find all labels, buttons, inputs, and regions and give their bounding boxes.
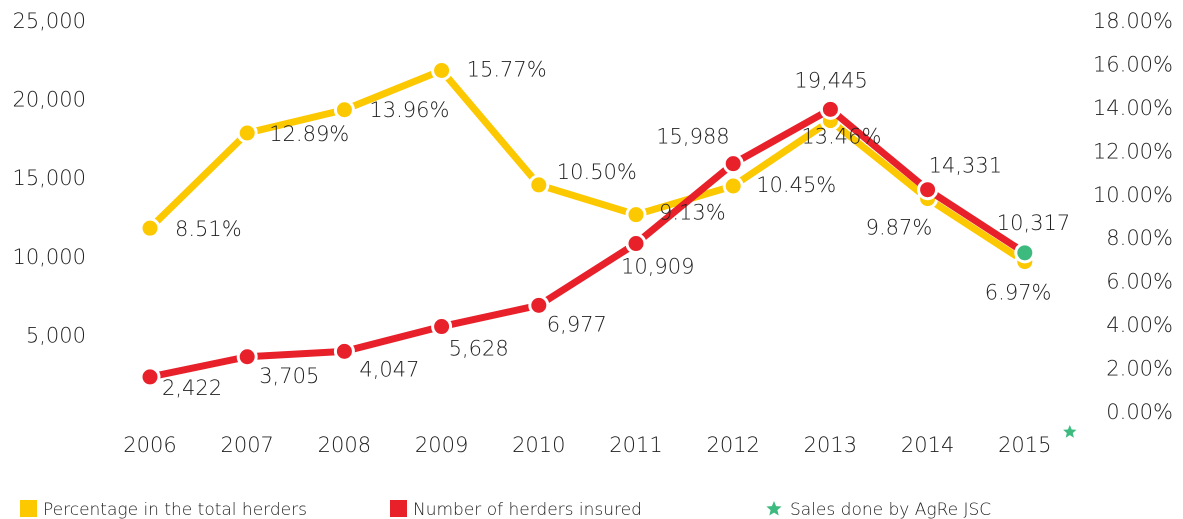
data-label: 3,705 bbox=[259, 364, 319, 388]
x-tick-label: 2014 bbox=[901, 433, 954, 457]
data-point bbox=[333, 340, 355, 362]
data-point bbox=[625, 204, 647, 226]
data-point bbox=[236, 122, 258, 144]
data-label: 14,331 bbox=[929, 154, 1002, 178]
y2-tick-label: 18.00% bbox=[1093, 9, 1173, 33]
data-point bbox=[431, 316, 453, 338]
data-label: 4,047 bbox=[359, 357, 419, 381]
data-point bbox=[139, 217, 161, 239]
data-label: 2,422 bbox=[162, 376, 222, 400]
data-label: 15.77% bbox=[467, 57, 547, 81]
x-tick-label: 2008 bbox=[318, 433, 371, 457]
x-tick-label: 2009 bbox=[415, 433, 468, 457]
y2-tick-label: 12.00% bbox=[1093, 139, 1173, 163]
y-tick-label: 15,000 bbox=[13, 166, 86, 190]
y-tick-label: 5,000 bbox=[26, 323, 86, 347]
data-point bbox=[528, 294, 550, 316]
data-label: 10,317 bbox=[997, 211, 1070, 235]
y2-tick-label: 2.00% bbox=[1106, 357, 1173, 381]
data-point bbox=[333, 99, 355, 121]
data-point bbox=[722, 153, 744, 175]
data-point bbox=[139, 366, 161, 388]
x-tick-label: 2015 bbox=[998, 433, 1051, 457]
data-label: 5,628 bbox=[449, 337, 509, 361]
x-tick-label: 2011 bbox=[609, 433, 662, 457]
data-point bbox=[1014, 242, 1036, 264]
data-point bbox=[819, 98, 841, 120]
highlight-star bbox=[1063, 425, 1077, 438]
legend-label: Number of herders insured bbox=[413, 500, 642, 519]
legend-swatch bbox=[390, 500, 407, 517]
y2-tick-label: 4.00% bbox=[1106, 313, 1173, 337]
legend-star bbox=[766, 501, 782, 516]
y2-tick-label: 8.00% bbox=[1106, 226, 1173, 250]
data-label: 15,988 bbox=[656, 125, 729, 149]
y-tick-label: 10,000 bbox=[13, 245, 86, 269]
data-label: 9.13% bbox=[659, 201, 726, 225]
legend-label: Percentage in the total herders bbox=[43, 500, 307, 519]
data-label: 8.51% bbox=[175, 217, 242, 241]
series-line bbox=[147, 66, 1027, 265]
data-label: 10,909 bbox=[621, 255, 694, 279]
y-tick-label: 25,000 bbox=[13, 9, 86, 33]
data-label: 9.87% bbox=[866, 216, 933, 240]
data-point bbox=[917, 179, 939, 201]
y2-tick-label: 10.00% bbox=[1093, 183, 1173, 207]
y-tick-label: 20,000 bbox=[13, 88, 86, 112]
legend-swatch bbox=[20, 500, 37, 517]
x-tick-label: 2012 bbox=[706, 433, 759, 457]
data-point bbox=[528, 174, 550, 196]
data-label: 13.46% bbox=[801, 125, 881, 149]
y2-tick-label: 14.00% bbox=[1093, 96, 1173, 120]
x-tick-label: 2007 bbox=[220, 433, 273, 457]
data-point bbox=[236, 346, 258, 368]
data-point bbox=[431, 59, 453, 81]
data-label: 12.89% bbox=[269, 122, 349, 146]
data-label: 19,445 bbox=[794, 68, 867, 92]
data-point bbox=[625, 233, 647, 255]
x-tick-label: 2010 bbox=[512, 433, 565, 457]
y2-tick-label: 6.00% bbox=[1106, 270, 1173, 294]
x-tick-label: 2013 bbox=[804, 433, 857, 457]
data-label: 10.45% bbox=[756, 173, 836, 197]
x-tick-label: 2006 bbox=[123, 433, 176, 457]
series-line bbox=[149, 105, 1027, 381]
data-label: 10.50% bbox=[557, 160, 637, 184]
y2-tick-label: 16.00% bbox=[1093, 52, 1173, 76]
y2-tick-label: 0.00% bbox=[1106, 400, 1173, 424]
data-point bbox=[722, 175, 744, 197]
data-label: 13.96% bbox=[369, 98, 449, 122]
data-label: 6.97% bbox=[985, 281, 1052, 305]
data-label: 6,977 bbox=[547, 312, 607, 336]
legend-label: Sales done by AgRe JSC bbox=[790, 500, 991, 519]
